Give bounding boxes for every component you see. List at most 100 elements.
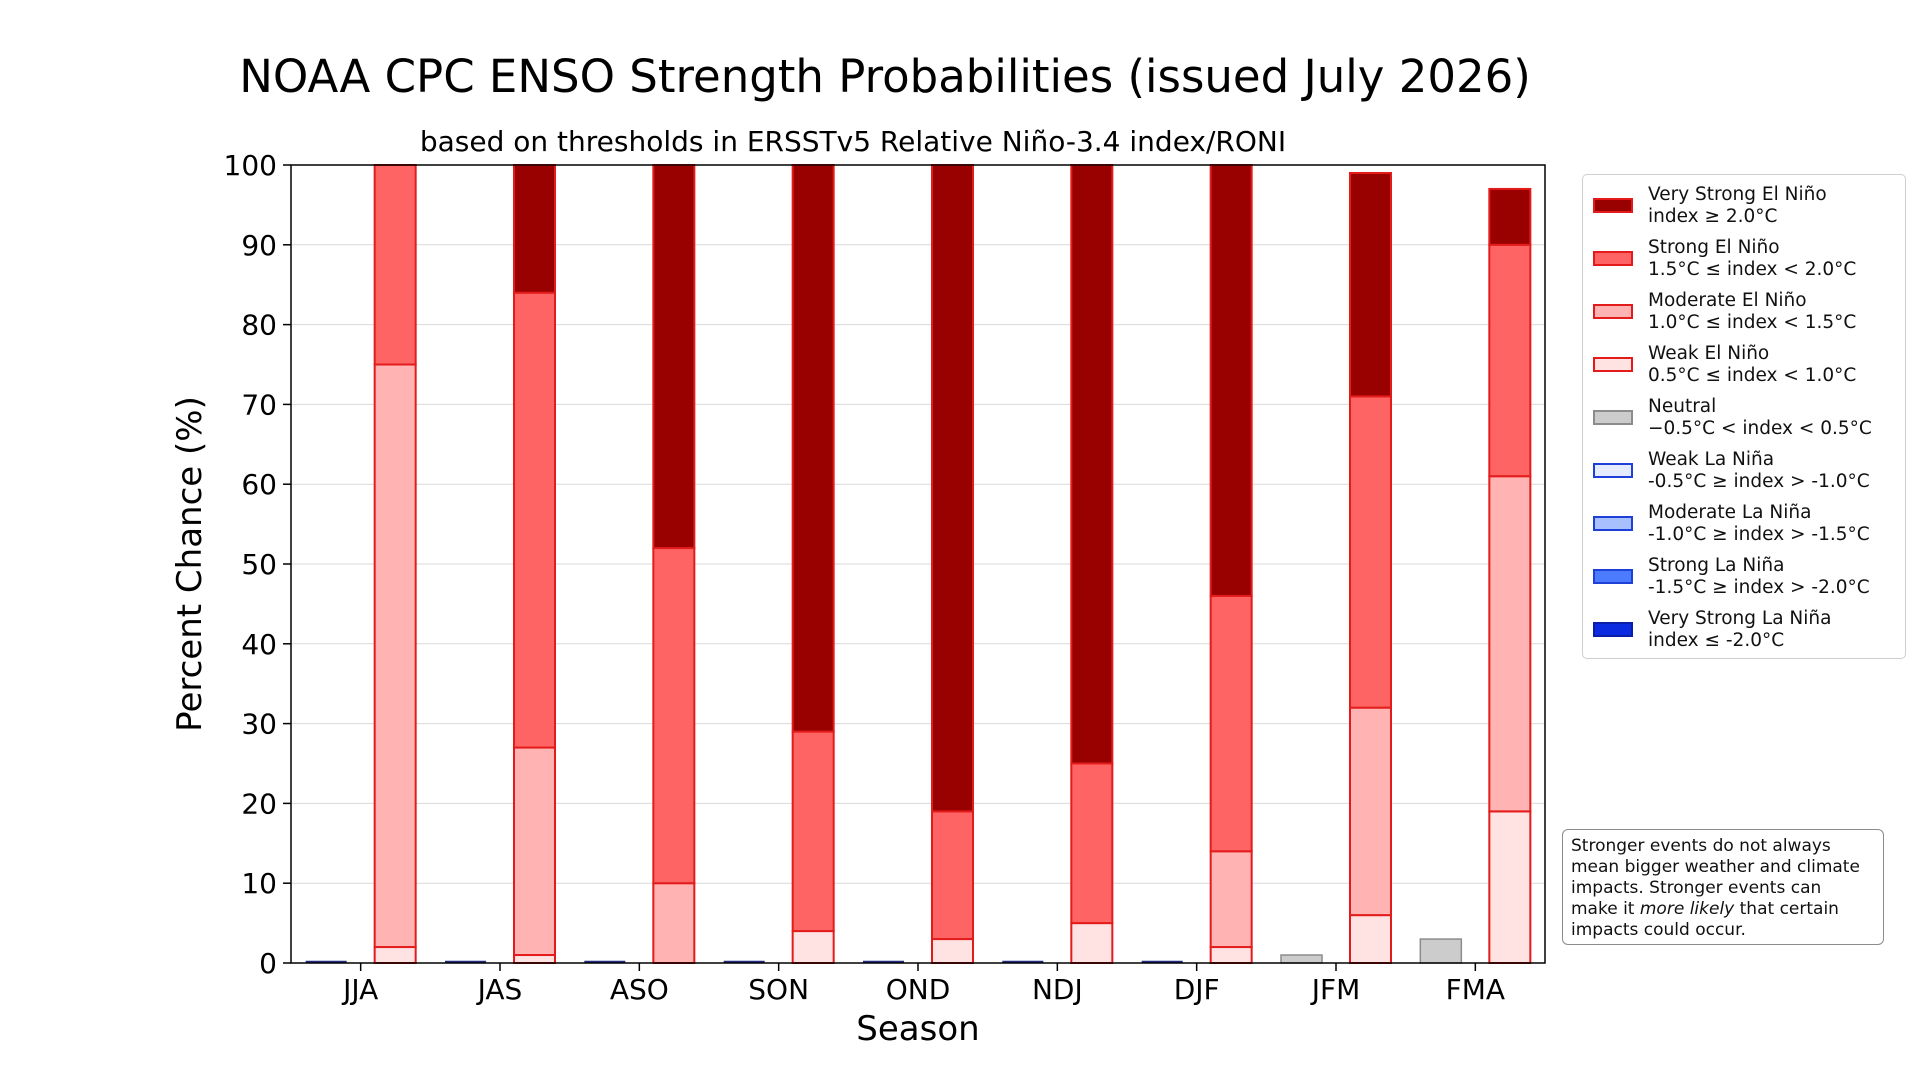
legend-label: Moderate La Niña bbox=[1648, 502, 1812, 523]
y-tick-label: 90 bbox=[241, 229, 277, 262]
legend-swatch bbox=[1593, 463, 1633, 478]
legend-label: Neutral bbox=[1648, 396, 1717, 417]
bar-segment-moderate-el-ni-o bbox=[1349, 706, 1392, 917]
bar-segment-strong-el-ni-o bbox=[791, 730, 835, 933]
bar-segment-strong-el-ni-o bbox=[931, 810, 974, 941]
note-line: impacts could occur. bbox=[1571, 920, 1746, 940]
legend-label: Moderate El Niño bbox=[1648, 290, 1807, 311]
bar-segment-very-strong-el-ni-o bbox=[1488, 187, 1532, 246]
bar-segment-strong-el-ni-o bbox=[652, 547, 696, 885]
note-text: make it bbox=[1571, 899, 1640, 919]
x-axis: JJA JAS ASO SON OND NDJ DJF JFM FMA bbox=[341, 963, 1505, 1006]
bar-segment-very-strong-el-ni-o bbox=[1349, 171, 1392, 398]
legend-range: -1.5°C ≥ index > -2.0°C bbox=[1648, 577, 1870, 598]
y-tick-label: 20 bbox=[241, 787, 277, 820]
legend-range: index ≤ -2.0°C bbox=[1648, 630, 1785, 651]
note-line: impacts. Stronger events can bbox=[1571, 878, 1822, 898]
bar-segment-very-strong-el-ni-o bbox=[513, 164, 556, 294]
bar-segment-moderate-el-ni-o bbox=[513, 746, 556, 957]
bar-segment-very-strong-el-ni-o bbox=[1070, 164, 1114, 765]
grid-lines bbox=[291, 244, 1545, 884]
legend-label: Strong La Niña bbox=[1648, 555, 1785, 576]
legend-item: Very Strong El Niño index ≥ 2.0°C bbox=[1583, 177, 1905, 229]
bar-segment-moderate-el-ni-o bbox=[652, 882, 696, 965]
bar-segment-weak-el-ni-o bbox=[1488, 810, 1532, 964]
bar-segment-weak-el-ni-o bbox=[373, 946, 417, 964]
legend-item: Very Strong La Niña index ≤ -2.0°C bbox=[1583, 601, 1905, 653]
bar-segment-very-strong-el-ni-o bbox=[1209, 164, 1253, 597]
x-axis-label: Season bbox=[856, 1009, 979, 1049]
legend-swatch bbox=[1593, 357, 1633, 372]
note-line: mean bigger weather and climate bbox=[1571, 857, 1860, 877]
legend-label: Weak La Niña bbox=[1648, 449, 1775, 470]
bar-segment-moderate-el-ni-o bbox=[1488, 475, 1532, 813]
legend-item: Weak La Niña -0.5°C ≥ index > -1.0°C bbox=[1583, 442, 1905, 494]
bar-segment-moderate-el-ni-o bbox=[1209, 850, 1253, 949]
x-tick-label: JFM bbox=[1310, 973, 1361, 1006]
x-tick-label: FMA bbox=[1446, 973, 1505, 1006]
legend-item: Weak El Niño 0.5°C ≤ index < 1.0°C bbox=[1583, 336, 1905, 388]
legend-swatch bbox=[1593, 251, 1633, 266]
y-tick-label: 40 bbox=[241, 628, 277, 661]
legend-item: Moderate La Niña -1.0°C ≥ index > -1.5°C bbox=[1583, 495, 1905, 547]
legend-label: Very Strong La Niña bbox=[1648, 608, 1832, 629]
bar-segment-weak-el-ni-o bbox=[1209, 946, 1253, 964]
y-tick-label: 50 bbox=[241, 548, 277, 581]
x-tick-label: DJF bbox=[1174, 973, 1220, 1006]
legend-range: 1.0°C ≤ index < 1.5°C bbox=[1648, 312, 1857, 333]
y-tick-label: 60 bbox=[241, 468, 277, 501]
legend-swatch bbox=[1593, 569, 1633, 584]
y-tick-label: 70 bbox=[241, 388, 277, 421]
legend-item: Strong La Niña -1.5°C ≥ index > -2.0°C bbox=[1583, 548, 1905, 600]
y-tick-label: 10 bbox=[241, 867, 277, 900]
bar-segment-strong-el-ni-o bbox=[1488, 243, 1532, 478]
bar-segment-very-strong-el-ni-o bbox=[791, 164, 835, 733]
legend-range: -0.5°C ≥ index > -1.0°C bbox=[1648, 471, 1870, 492]
legend-range: 0.5°C ≤ index < 1.0°C bbox=[1648, 365, 1857, 386]
legend-swatch bbox=[1593, 516, 1633, 531]
y-tick-label: 80 bbox=[241, 309, 277, 342]
legend-label: Weak El Niño bbox=[1648, 343, 1770, 364]
bar-segment-weak-el-ni-o bbox=[1070, 922, 1114, 964]
legend-label: Very Strong El Niño bbox=[1648, 184, 1827, 205]
legend: Very Strong El Niño index ≥ 2.0°C Strong E… bbox=[1582, 174, 1906, 659]
note-emphasis: more likely bbox=[1639, 899, 1735, 919]
y-tick-label: 100 bbox=[224, 149, 277, 182]
bars bbox=[305, 164, 1532, 965]
bar-segment-strong-el-ni-o bbox=[1070, 762, 1114, 925]
note-line: make it more likely that certain bbox=[1571, 899, 1875, 920]
note-line: Stronger events do not always bbox=[1571, 836, 1831, 856]
bar-segment-very-strong-el-ni-o bbox=[652, 164, 696, 550]
bar-segment-strong-el-ni-o bbox=[373, 164, 417, 366]
bar-segment-strong-el-ni-o bbox=[513, 291, 556, 749]
legend-swatch bbox=[1593, 410, 1633, 425]
legend-item: Moderate El Niño 1.0°C ≤ index < 1.5°C bbox=[1583, 283, 1905, 335]
legend-label: Strong El Niño bbox=[1648, 237, 1780, 258]
legend-swatch bbox=[1593, 622, 1633, 637]
legend-range: 1.5°C ≤ index < 2.0°C bbox=[1648, 259, 1857, 280]
bar-segment-neutral bbox=[1419, 938, 1463, 964]
legend-range: index ≥ 2.0°C bbox=[1648, 206, 1778, 227]
x-tick-label: SON bbox=[748, 973, 809, 1006]
legend-range: -1.0°C ≥ index > -1.5°C bbox=[1648, 524, 1870, 545]
legend-swatch bbox=[1593, 198, 1633, 213]
y-axis: 0 10 20 30 40 50 60 70 80 90 100 bbox=[224, 149, 291, 980]
y-tick-label: 30 bbox=[241, 708, 277, 741]
legend-item: Strong El Niño 1.5°C ≤ index < 2.0°C bbox=[1583, 230, 1905, 282]
chart-title: NOAA CPC ENSO Strength Probabilities (is… bbox=[239, 50, 1531, 103]
legend-item: Neutral −0.5°C < index < 0.5°C bbox=[1583, 389, 1905, 441]
x-tick-label: OND bbox=[886, 973, 951, 1006]
x-tick-label: JAS bbox=[476, 973, 523, 1006]
chart-subtitle: based on thresholds in ERSSTv5 Relative … bbox=[420, 125, 1286, 158]
bar-segment-neutral bbox=[1280, 954, 1323, 964]
note-text: that certain bbox=[1734, 899, 1839, 919]
legend-range: −0.5°C < index < 0.5°C bbox=[1648, 418, 1872, 439]
bar-segment-very-strong-el-ni-o bbox=[931, 164, 974, 813]
legend-swatch bbox=[1593, 304, 1633, 319]
bar-segment-strong-el-ni-o bbox=[1349, 395, 1392, 709]
y-axis-label: Percent Chance (%) bbox=[170, 396, 210, 732]
bar-segment-weak-el-ni-o bbox=[791, 930, 835, 965]
bar-segment-weak-el-ni-o bbox=[931, 938, 974, 964]
x-tick-label: JJA bbox=[341, 973, 378, 1006]
